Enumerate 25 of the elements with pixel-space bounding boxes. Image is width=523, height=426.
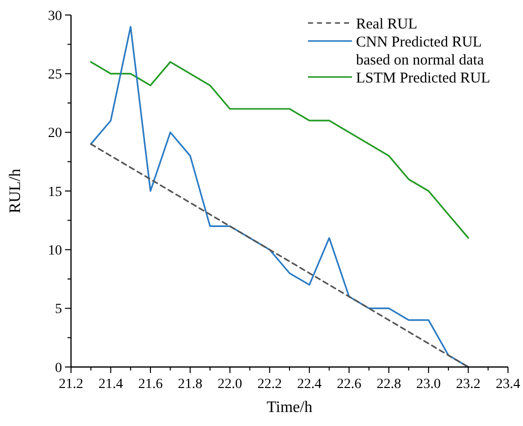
x-tick-label: 22.2 [257, 377, 282, 392]
y-tick-label: 15 [48, 184, 62, 200]
x-tick-label: 22.0 [218, 377, 242, 392]
legend-label: LSTM Predicted RUL [356, 70, 490, 86]
legend-label: Real RUL [356, 16, 418, 32]
y-tick-label: 30 [48, 8, 62, 24]
y-tick-label: 25 [48, 68, 62, 83]
x-tick-label: 21.4 [98, 377, 123, 392]
x-tick-label: 22.8 [376, 377, 402, 392]
line-series [90, 143, 470, 368]
x-tick-label: 23.2 [456, 377, 481, 392]
x-tick-label: 22.4 [297, 377, 322, 392]
x-tick-label: 21.6 [138, 377, 163, 392]
x-axis-title: Time/h [266, 399, 312, 416]
x-tick-label: 22.6 [336, 377, 362, 392]
y-tick-label: 0 [55, 360, 62, 376]
x-tick-label: 23.0 [416, 377, 441, 392]
x-tick-label: 21.2 [58, 377, 84, 392]
y-tick-label: 20 [48, 126, 62, 142]
x-tick-label: 23.4 [496, 377, 520, 392]
y-tick-label: 10 [48, 244, 62, 259]
y-axis-title: RUL/h [7, 168, 24, 214]
legend-label: CNN Predicted RUL based on normal data [356, 34, 484, 68]
y-tick-label: 5 [55, 302, 62, 318]
x-tick-label: 21.8 [178, 377, 202, 392]
